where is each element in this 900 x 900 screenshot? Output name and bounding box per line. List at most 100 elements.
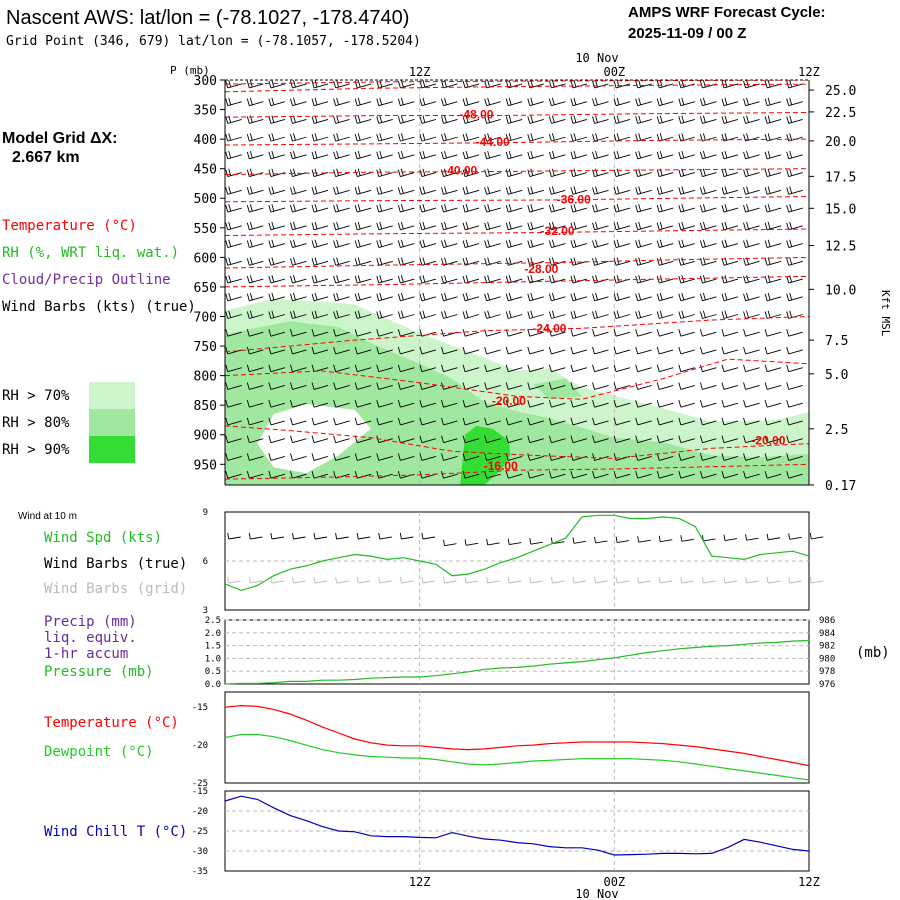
wind-barb-flag [379,97,383,105]
wind-barb-flag [376,240,380,248]
wind-barb-flag [462,382,466,390]
pressure-tick-label: 650 [194,281,217,296]
wind-10m-barb-staff [250,536,263,540]
pressure-tick-label: 350 [194,104,217,119]
pressure-axis-label: P (mb) [170,64,210,77]
wind-barb-flag [508,150,512,159]
wind-barb-staff [745,118,760,124]
wind-barb-flag [530,186,534,194]
wind-barb-staff [788,385,803,390]
wind-barb-flag [789,115,793,123]
wind-barb-flag [724,310,728,318]
wind-barb-staff [486,455,501,461]
wind-barb-flag [290,98,293,106]
wind-barb-staff [594,154,609,160]
wind-barb-flag [400,133,404,141]
wind-barb-staff [702,189,717,195]
wind-barb-flag [508,239,512,247]
wind-barb-staff [249,243,264,248]
wind-barb-flag [268,151,272,159]
wind-barb-flag [379,275,383,283]
wind-barb-flag [767,204,771,212]
wind-barb-flag [530,275,534,283]
wind-barb-flag [228,275,232,283]
wind-barb-flag [333,471,337,479]
wind-barb-staff [292,118,307,124]
wind-barb-flag [721,275,725,284]
wind-barb-flag [570,329,574,337]
wind-barb-staff [615,136,631,142]
wind-barb-flag [290,329,293,337]
wind-barb-flag [789,80,793,88]
wind-barb-flag [336,310,340,318]
wind-barb-flag [293,257,296,265]
wind-barb-flag [699,400,703,408]
wind-barb-staff [723,83,739,89]
wind-barb-flag [376,204,380,213]
wind-barb-flag [422,310,426,318]
wind-barb-flag [225,346,229,355]
rh-legend-label: RH > 70% [2,388,70,404]
wind-barb-staff [659,296,674,302]
wind-barb-staff [270,136,286,142]
wind-barb-flag [314,257,318,265]
wind-barb-flag [613,471,617,479]
temp-tick-label: -20 [192,741,208,751]
wind-barb-staff [529,455,544,461]
wind-barb-flag [225,435,229,443]
wind-barb-staff [659,420,674,426]
wind-barb-staff [551,455,566,461]
wind-barb-flag [786,471,790,479]
wind-barb-flag [635,329,639,337]
wind-barb-staff [249,367,264,373]
wind-barb-staff [659,83,674,89]
wind-barb-flag [314,310,318,318]
wind-barb-flag [505,169,509,177]
wind-tick-label: 3 [203,606,208,616]
wind-barb-flag [595,133,598,141]
wind-barb-flag [293,80,296,88]
wind-10m-barb-flag [723,534,726,541]
wind-10m-barb-staff [724,538,738,541]
pressure-line [224,639,810,685]
wind-barb-staff [637,367,652,373]
wind-barb-flag [228,133,232,141]
wind-barb-flag [484,311,488,319]
wind-barb-staff [659,225,674,231]
wind-barb-flag [592,364,595,372]
wind-barb-staff [551,118,566,124]
wind-barb-flag [357,133,361,141]
wind-barb-staff [508,225,523,231]
wind-barb-flag [290,435,293,443]
wind-barb-flag [548,275,552,284]
wind-barb-flag [638,257,642,265]
wind-barb-flag [699,151,703,159]
wind-barb-flag [573,257,577,265]
wind-barb-staff [443,118,458,124]
wind-barb-flag [616,310,620,318]
pressure-tick-label: 450 [194,163,217,178]
wind-barb-staff [723,278,739,284]
wind-barb-flag [225,417,229,426]
wind-barb-staff [400,367,415,373]
wind-barb-flag [484,151,488,159]
height-tick-label: 12.5 [825,240,856,255]
wind-barb-staff [572,118,588,124]
wind-barb-flag [314,204,318,212]
height-tick-label: 20.0 [825,135,856,150]
wind-barb-flag [484,453,488,461]
wind-10m-barb-flag [572,537,575,544]
wind-barb-flag [659,150,663,159]
wind-barb-staff [551,154,566,160]
wind-barb-staff [292,189,307,195]
wind-barb-flag [290,240,293,248]
wind-barb-flag [505,400,509,408]
wind-barb-flag [764,151,768,159]
wind-barb-staff [357,83,372,89]
wind-barb-staff [249,172,264,178]
wind-barb-staff [529,101,544,107]
wind-grid-barb-flag [335,576,338,584]
wind-barb-flag [271,97,275,105]
wind-barb-flag [699,311,703,319]
wind-barb-staff [313,349,329,355]
